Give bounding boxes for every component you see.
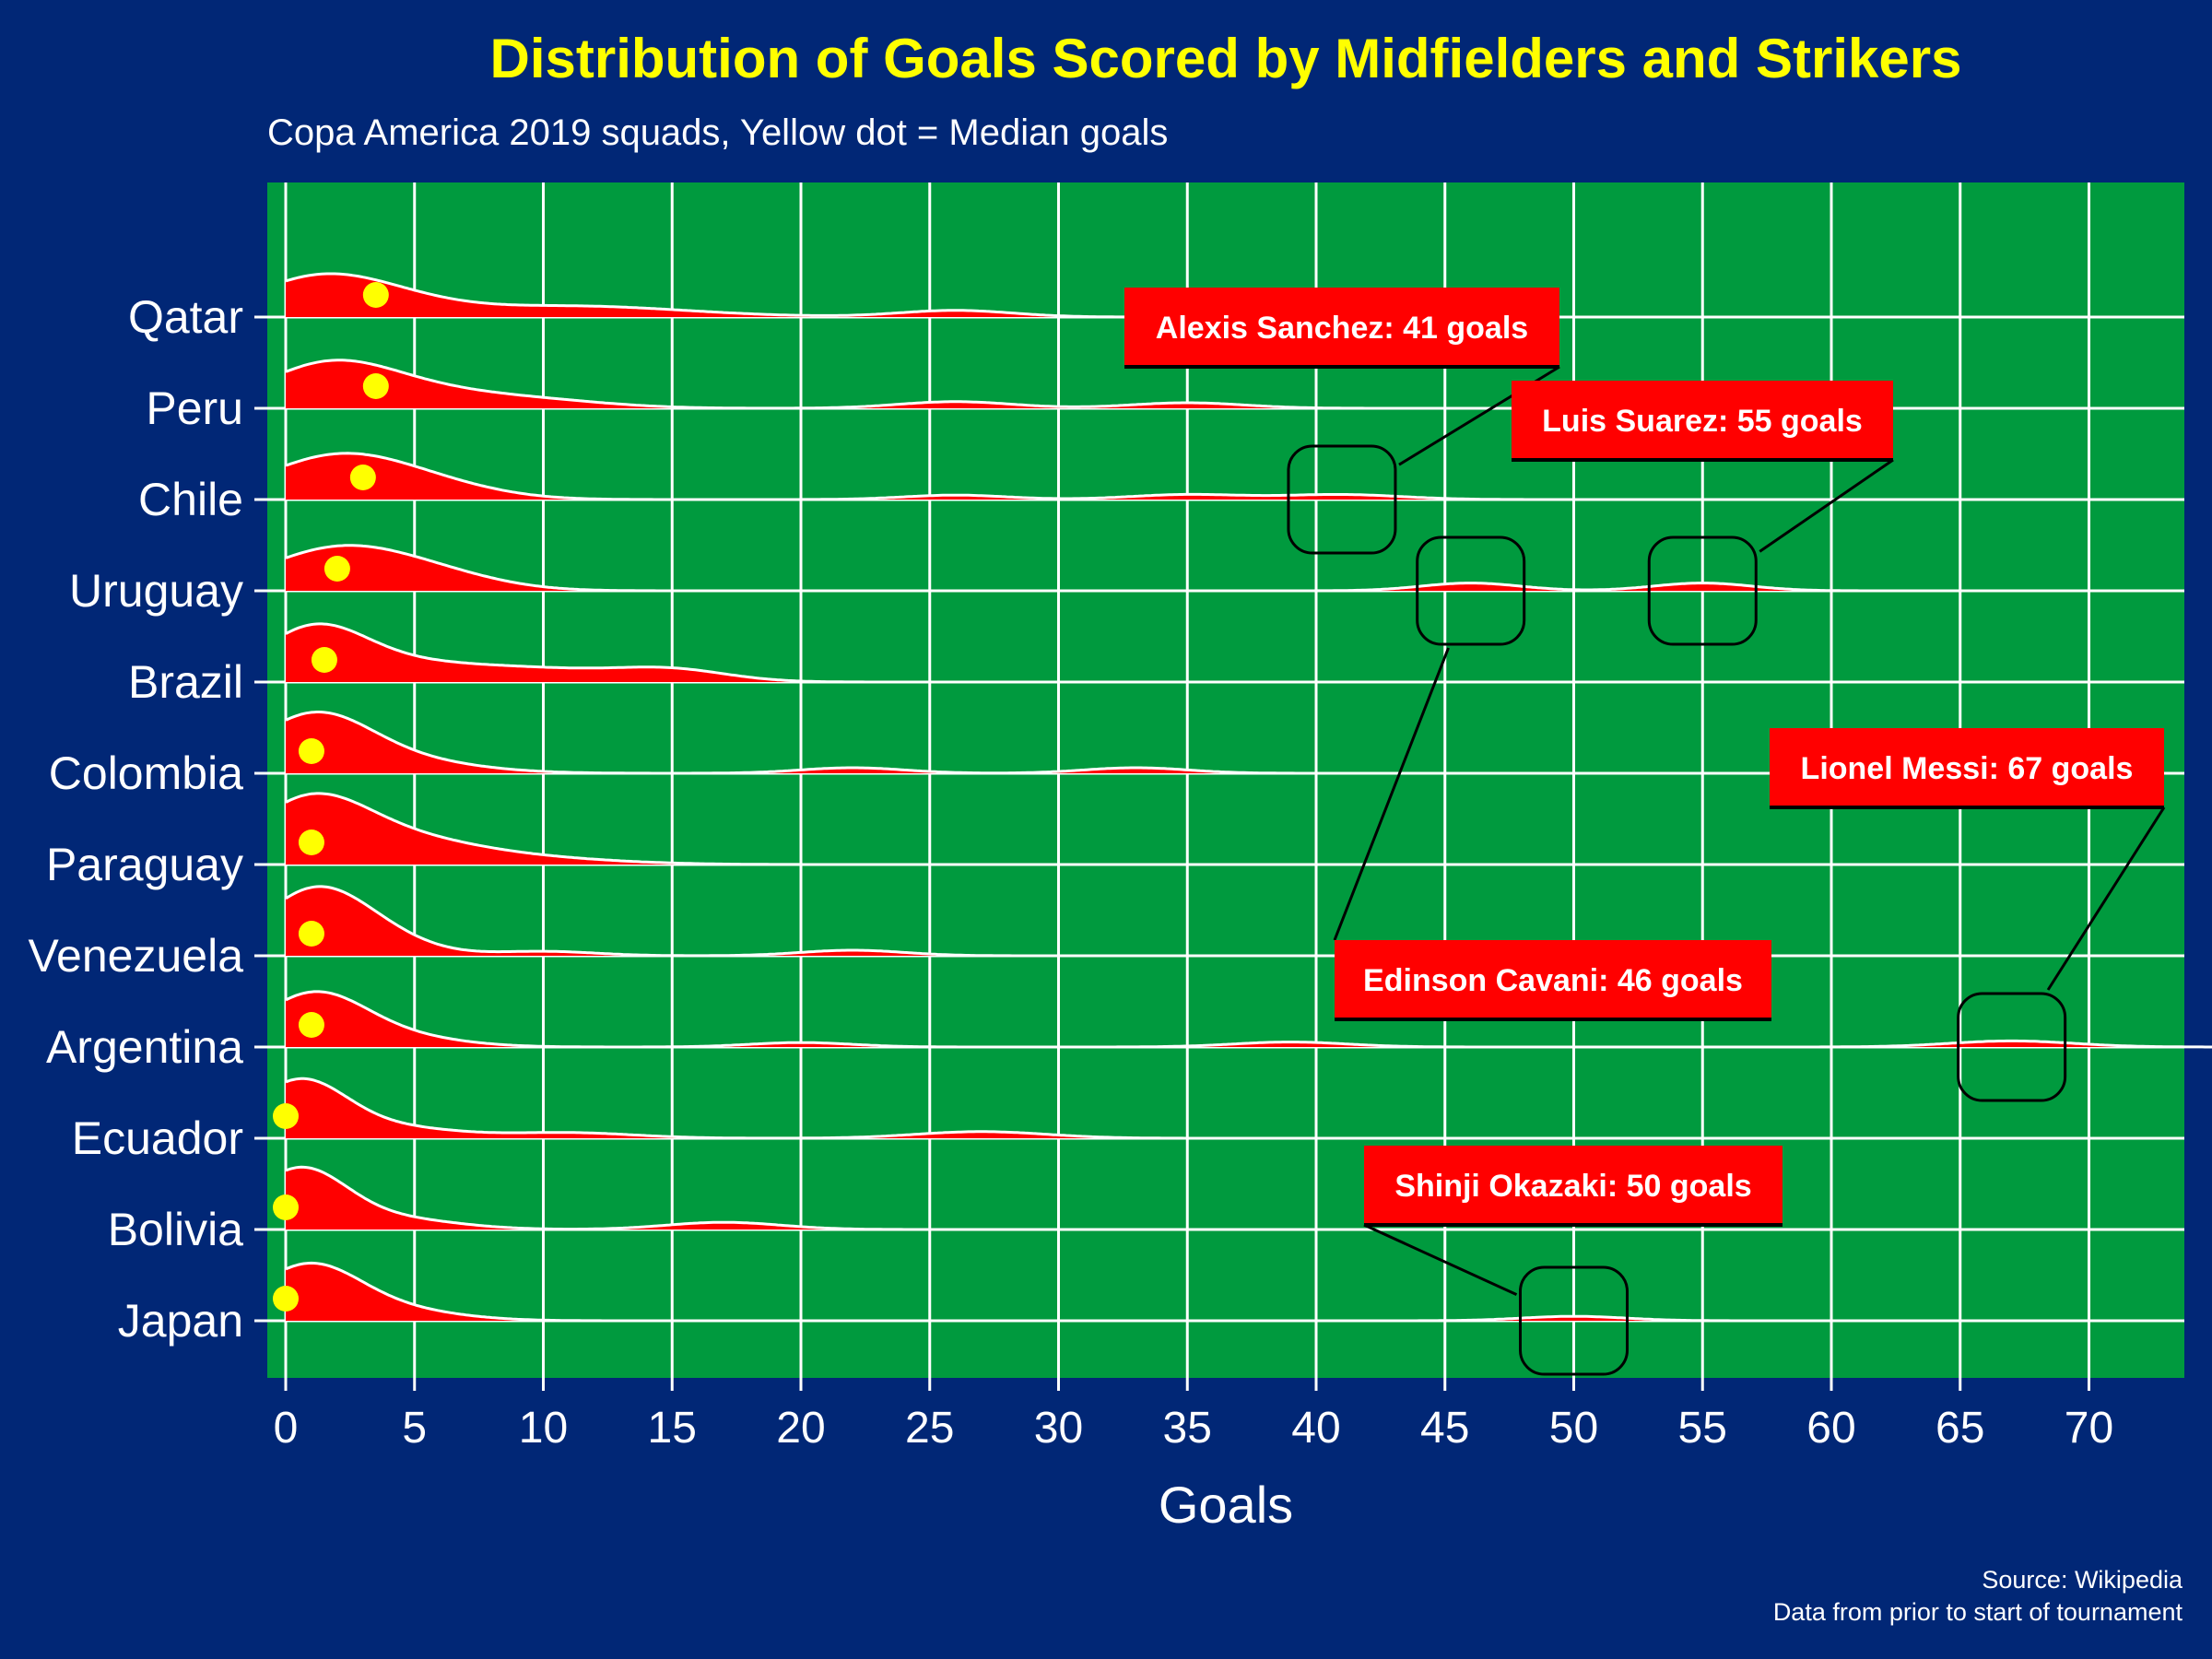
y-tick-label: Bolivia xyxy=(108,1204,243,1255)
x-tick-label: 60 xyxy=(1806,1404,1855,1453)
x-tick-label: 40 xyxy=(1291,1404,1340,1453)
annotation-highlight xyxy=(1416,535,1526,646)
ridge-area xyxy=(286,359,1392,408)
median-dot xyxy=(349,465,376,490)
median-dot xyxy=(362,282,389,308)
median-dot xyxy=(273,1286,299,1312)
ridge-line xyxy=(285,359,1392,410)
ridge-line xyxy=(285,1077,1211,1140)
median-dot xyxy=(273,1194,299,1220)
median-dot xyxy=(298,738,324,764)
x-tick-label: 45 xyxy=(1420,1404,1469,1453)
ridge-area xyxy=(286,274,1160,317)
y-tick-label: Peru xyxy=(146,382,243,434)
ridge-line xyxy=(285,885,1036,958)
caption-note: Data from prior to start of tournament xyxy=(1773,1598,2183,1626)
ridge-area xyxy=(286,623,877,682)
annotation-connector xyxy=(1333,647,1450,941)
x-tick-label: 65 xyxy=(1936,1404,1984,1453)
median-dot xyxy=(298,830,324,855)
annotation-connector xyxy=(2046,806,2166,991)
y-tick-label: Colombia xyxy=(49,747,243,799)
chart-subtitle: Copa America 2019 squads, Yellow dot = M… xyxy=(267,112,1168,153)
ridge-line xyxy=(285,990,2212,1049)
x-axis: 0 5 10 15 20 25 30 35 40 45 50 55 60 65 70 xyxy=(274,1378,2113,1453)
annotation-box xyxy=(1124,288,1559,367)
ridge-area xyxy=(286,1167,928,1230)
annotation-label: Lionel Messi: 67 goals xyxy=(1801,751,2134,786)
annotation-box xyxy=(1364,1146,1783,1225)
ridge-line xyxy=(285,622,877,684)
median-dot xyxy=(362,373,389,399)
ridge-area xyxy=(286,453,1556,500)
ridges-layer xyxy=(273,272,2212,1323)
ridge-line xyxy=(285,544,1878,593)
chart-title: Distribution of Goals Scored by Midfield… xyxy=(490,28,1962,89)
annotation-highlight xyxy=(1647,535,1758,646)
median-dot xyxy=(298,1012,324,1038)
x-tick-label: 15 xyxy=(648,1404,697,1453)
x-tick-label: 50 xyxy=(1549,1404,1598,1453)
annotations-layer: Alexis Sanchez: 41 goals Luis Suarez: 55 … xyxy=(1124,288,2166,1376)
x-tick-label: 70 xyxy=(2065,1404,2113,1453)
annotation-box xyxy=(1335,940,1771,1019)
annotation-connector xyxy=(1759,458,1894,553)
annotation-label: Shinji Okazaki: 50 goals xyxy=(1394,1169,1751,1204)
median-dot xyxy=(324,556,350,582)
x-tick-label: 10 xyxy=(519,1404,568,1453)
ridge-line xyxy=(285,272,1159,319)
caption-source: Source: Wikipedia xyxy=(1982,1566,2183,1594)
ridge-area xyxy=(286,712,1322,773)
annotation-label: Luis Suarez: 55 goals xyxy=(1542,404,1863,439)
y-axis: Qatar Peru Chile Uruguay Brazil Colombia Parag… xyxy=(28,291,267,1347)
annotation-connector xyxy=(1363,1223,1518,1297)
annotation-box xyxy=(1770,728,2164,807)
x-tick-label: 25 xyxy=(905,1404,954,1453)
ridge-area xyxy=(286,1263,1759,1321)
ridge-area xyxy=(286,1078,1214,1138)
median-dot xyxy=(311,647,337,673)
annotation-label: Alexis Sanchez: 41 goals xyxy=(1156,311,1528,346)
x-tick-label: 20 xyxy=(776,1404,825,1453)
ridge-area xyxy=(286,793,842,865)
median-dot xyxy=(298,921,324,947)
y-tick-label: Venezuela xyxy=(28,930,243,982)
median-dot xyxy=(273,1103,299,1129)
annotation-box xyxy=(1512,381,1893,460)
y-tick-label: Chile xyxy=(138,474,243,525)
ridge-area xyxy=(286,545,1879,591)
y-tick-label: Japan xyxy=(118,1295,243,1347)
y-tick-label: Ecuador xyxy=(72,1112,243,1164)
ridge-line xyxy=(285,452,1554,501)
x-tick-label: 55 xyxy=(1678,1404,1727,1453)
ridge-area xyxy=(286,886,1039,956)
x-tick-label: 35 xyxy=(1163,1404,1212,1453)
ridge-line xyxy=(285,1165,927,1231)
ridge-line xyxy=(285,711,1319,775)
ridge-line xyxy=(285,1261,1757,1323)
annotation-highlight xyxy=(1519,1265,1629,1376)
ridge-line xyxy=(285,792,840,866)
x-tick-label: 5 xyxy=(402,1404,427,1453)
y-tick-label: Qatar xyxy=(128,291,243,343)
annotation-label: Edinson Cavani: 46 goals xyxy=(1363,963,1743,998)
y-tick-label: Brazil xyxy=(128,656,243,708)
annotation-highlight xyxy=(1287,444,1397,555)
annotation-highlight xyxy=(1957,992,2067,1102)
y-tick-label: Paraguay xyxy=(46,839,243,890)
x-axis-label: Goals xyxy=(1159,1476,1293,1534)
y-tick-label: Argentina xyxy=(46,1021,243,1073)
x-tick-label: 0 xyxy=(274,1404,299,1453)
y-tick-label: Uruguay xyxy=(69,565,243,617)
x-tick-label: 30 xyxy=(1034,1404,1083,1453)
